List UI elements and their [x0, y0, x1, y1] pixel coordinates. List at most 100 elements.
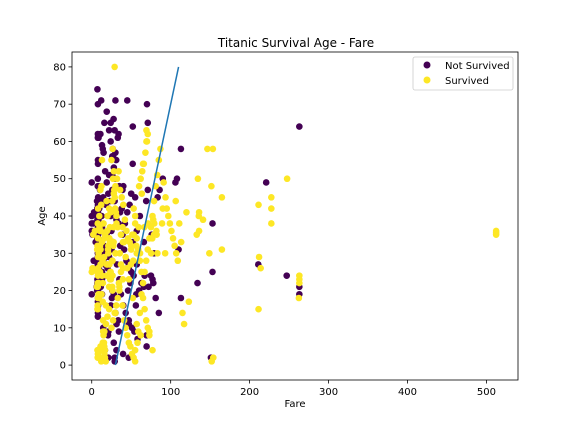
- data-point-survived: [95, 290, 102, 298]
- data-point-not-survived: [94, 175, 102, 183]
- data-point-survived: [111, 309, 118, 317]
- data-point-not-survived: [110, 339, 118, 347]
- data-point-survived: [296, 279, 303, 287]
- y-tick-label: 40: [53, 212, 66, 223]
- data-point-survived: [133, 320, 141, 328]
- data-point-survived: [103, 197, 110, 205]
- data-point-survived: [117, 231, 125, 238]
- data-point-survived: [112, 182, 119, 190]
- data-point-survived: [111, 205, 119, 212]
- data-point-survived: [177, 238, 185, 246]
- data-point-survived: [111, 63, 118, 71]
- data-point-survived: [185, 298, 193, 306]
- data-point-survived: [175, 220, 183, 227]
- data-point-survived: [110, 190, 118, 197]
- data-point-survived: [163, 205, 171, 212]
- chart-title: Titanic Survival Age - Fare: [217, 36, 374, 50]
- data-point-survived: [119, 302, 126, 309]
- data-point-survived: [129, 231, 136, 238]
- data-point-survived: [209, 145, 217, 153]
- data-point-not-survived: [103, 179, 111, 186]
- legend-box: [412, 56, 514, 91]
- y-tick-label: 20: [53, 286, 66, 297]
- data-point-not-survived: [147, 272, 155, 279]
- data-point-survived: [140, 160, 148, 168]
- data-point-survived: [94, 235, 102, 242]
- data-point-survived: [160, 179, 167, 186]
- data-point-survived: [106, 238, 114, 246]
- data-point-survived: [283, 175, 291, 183]
- data-point-survived: [93, 246, 101, 253]
- data-point-survived: [268, 220, 275, 227]
- data-point-survived: [180, 320, 188, 328]
- data-point-not-survived: [107, 138, 114, 145]
- data-point-survived: [165, 212, 172, 220]
- data-point-survived: [135, 182, 143, 190]
- y-axis-ticks: 0 10 20 30 40 50 60 70 80: [53, 62, 72, 372]
- data-point-not-survived: [97, 130, 104, 138]
- data-point-survived: [255, 253, 263, 261]
- data-point-survived: [129, 294, 137, 302]
- data-point-survived: [131, 212, 139, 220]
- data-point-survived: [112, 249, 119, 257]
- data-point-survived: [158, 220, 166, 227]
- data-point-survived: [172, 197, 180, 205]
- data-point-survived: [295, 294, 303, 302]
- y-tick-label: 60: [53, 137, 66, 148]
- data-point-not-survived: [143, 343, 150, 350]
- data-point-survived: [131, 346, 139, 354]
- data-point-survived: [108, 197, 116, 205]
- data-point-survived: [97, 201, 105, 209]
- data-point-survived: [218, 246, 226, 253]
- x-tick-label: 500: [477, 387, 496, 398]
- data-point-survived: [179, 309, 186, 317]
- data-point-not-survived: [194, 279, 201, 287]
- data-point-survived: [120, 201, 127, 209]
- data-point-survived: [115, 167, 122, 175]
- data-point-survived: [147, 223, 155, 231]
- data-point-survived: [255, 201, 262, 209]
- data-point-not-survived: [129, 160, 136, 168]
- data-point-not-survived: [112, 97, 119, 104]
- data-point-not-survived: [123, 208, 131, 216]
- data-point-survived: [143, 126, 150, 134]
- data-point-survived: [174, 257, 182, 265]
- data-point-survived: [149, 212, 156, 220]
- data-point-survived: [141, 305, 148, 313]
- data-point-survived: [93, 268, 101, 276]
- data-point-survived: [134, 339, 141, 347]
- y-tick-label: 70: [53, 100, 66, 111]
- data-point-survived: [101, 328, 108, 335]
- data-point-survived: [136, 309, 144, 317]
- data-point-survived: [194, 175, 202, 183]
- data-point-survived: [105, 305, 113, 313]
- y-tick-label: 50: [53, 174, 66, 185]
- data-point-not-survived: [125, 317, 133, 324]
- data-point-survived: [131, 220, 139, 227]
- data-point-survived: [268, 194, 275, 201]
- legend-marker-survived: [423, 76, 431, 84]
- data-point-not-survived: [155, 309, 163, 317]
- data-point-survived: [94, 346, 101, 354]
- data-point-not-survived: [129, 123, 137, 130]
- data-point-survived: [96, 212, 103, 220]
- data-point-survived: [94, 220, 102, 227]
- data-point-not-survived: [119, 350, 127, 358]
- data-point-survived: [166, 220, 174, 227]
- data-point-survived: [103, 261, 111, 268]
- data-point-survived: [109, 317, 117, 324]
- data-point-survived: [183, 208, 190, 216]
- data-point-not-survived: [97, 97, 105, 104]
- data-point-survived: [204, 145, 211, 153]
- data-point-survived: [142, 317, 150, 324]
- data-point-survived: [133, 235, 141, 242]
- data-point-survived: [107, 208, 114, 216]
- data-point-survived: [103, 272, 110, 279]
- data-point-survived: [161, 249, 169, 257]
- y-tick-label: 80: [53, 62, 66, 73]
- data-point-not-survived: [283, 272, 291, 279]
- data-point-survived: [137, 331, 144, 339]
- data-point-survived: [105, 283, 113, 291]
- data-point-survived: [99, 339, 107, 347]
